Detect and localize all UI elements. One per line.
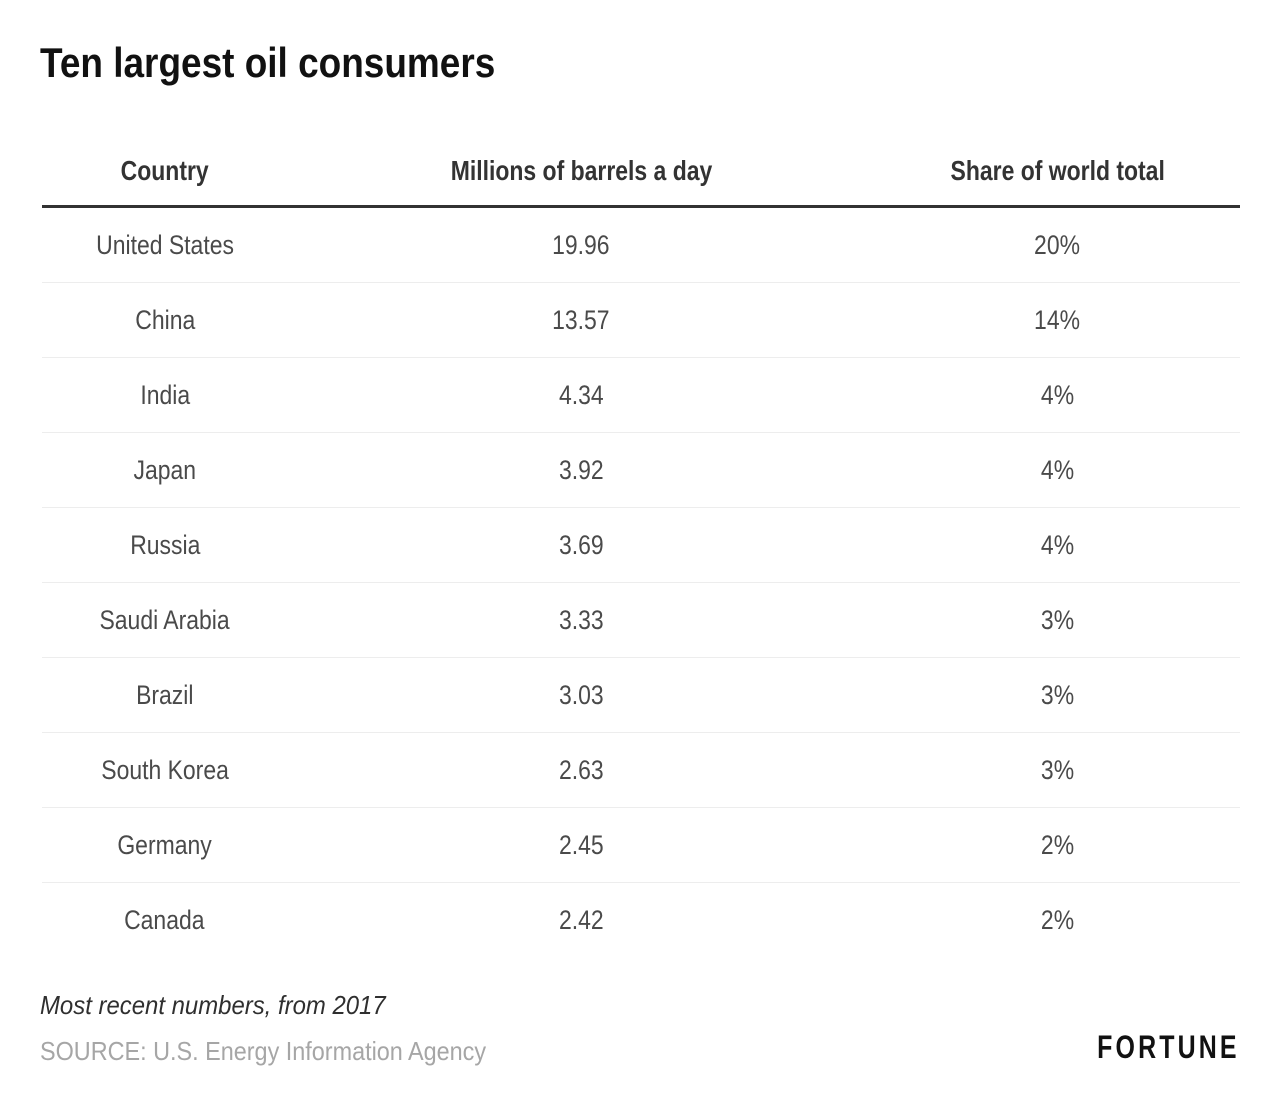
table-row-saudi-arabia: Saudi Arabia 3.33 3% (42, 583, 1240, 658)
cell-barrels: 19.96 (552, 229, 610, 260)
column-header-country-label: Country (120, 155, 209, 186)
table-row-canada: Canada 2.42 2% (42, 883, 1240, 957)
column-header-country: Country (42, 155, 288, 187)
column-header-barrels: Millions of barrels a day (288, 155, 875, 187)
cell-barrels: 2.45 (558, 829, 604, 860)
cell-share: 3% (1040, 604, 1074, 635)
cell-barrels: 3.33 (558, 604, 604, 635)
chart-title: Ten largest oil consumers (40, 42, 557, 84)
cell-barrels: 2.63 (558, 754, 604, 785)
cell-share: 2% (1040, 829, 1074, 860)
table-header-row: Country Millions of barrels a day Share … (42, 137, 1240, 208)
cell-country: Germany (117, 829, 212, 860)
table-row-germany: Germany 2.45 2% (42, 808, 1240, 883)
cell-country: Japan (133, 454, 197, 485)
source-line: SOURCE: U.S. Energy Information Agency (40, 1036, 536, 1066)
table-row-brazil: Brazil 3.03 3% (42, 658, 1240, 733)
table-row-china: China 13.57 14% (42, 283, 1240, 358)
cell-country: Saudi Arabia (99, 604, 230, 635)
column-header-barrels-label: Millions of barrels a day (450, 155, 712, 186)
cell-country: China (134, 304, 195, 335)
cell-country: South Korea (100, 754, 229, 785)
table-row-japan: Japan 3.92 4% (42, 433, 1240, 508)
cell-barrels: 4.34 (558, 379, 604, 410)
table-row-united-states: United States 19.96 20% (42, 208, 1240, 283)
cell-share: 20% (1034, 229, 1081, 260)
cell-share: 3% (1040, 679, 1074, 710)
cell-country: Canada (124, 904, 205, 935)
cell-country: India (139, 379, 190, 410)
cell-barrels: 13.57 (552, 304, 610, 335)
cell-country: United States (95, 229, 234, 260)
cell-country: Brazil (136, 679, 194, 710)
column-header-share: Share of world total (875, 155, 1240, 187)
cell-share: 2% (1040, 904, 1074, 935)
cell-share: 4% (1040, 529, 1074, 560)
cell-share: 4% (1040, 454, 1074, 485)
cell-share: 4% (1040, 379, 1074, 410)
chart-title-text: Ten largest oil consumers (40, 39, 496, 86)
cell-country: Russia (129, 529, 200, 560)
fortune-logo-text: FORTUNE (1097, 1029, 1240, 1065)
cell-barrels: 2.42 (558, 904, 604, 935)
oil-consumers-table: Country Millions of barrels a day Share … (42, 137, 1240, 957)
table-row-india: India 4.34 4% (42, 358, 1240, 433)
cell-barrels: 3.92 (558, 454, 604, 485)
column-header-share-label: Share of world total (950, 155, 1165, 186)
cell-barrels: 3.69 (558, 529, 604, 560)
footnote: Most recent numbers, from 2017 (40, 990, 416, 1020)
cell-share: 3% (1040, 754, 1074, 785)
table-row-russia: Russia 3.69 4% (42, 508, 1240, 583)
fortune-logo: FORTUNE (1057, 1030, 1240, 1064)
footnote-text: Most recent numbers, from 2017 (40, 990, 386, 1020)
cell-barrels: 3.03 (558, 679, 604, 710)
table-body: United States 19.96 20% China 13.57 14% … (42, 208, 1240, 957)
table-row-south-korea: South Korea 2.63 3% (42, 733, 1240, 808)
cell-share: 14% (1034, 304, 1081, 335)
source-text: SOURCE: U.S. Energy Information Agency (40, 1036, 487, 1066)
